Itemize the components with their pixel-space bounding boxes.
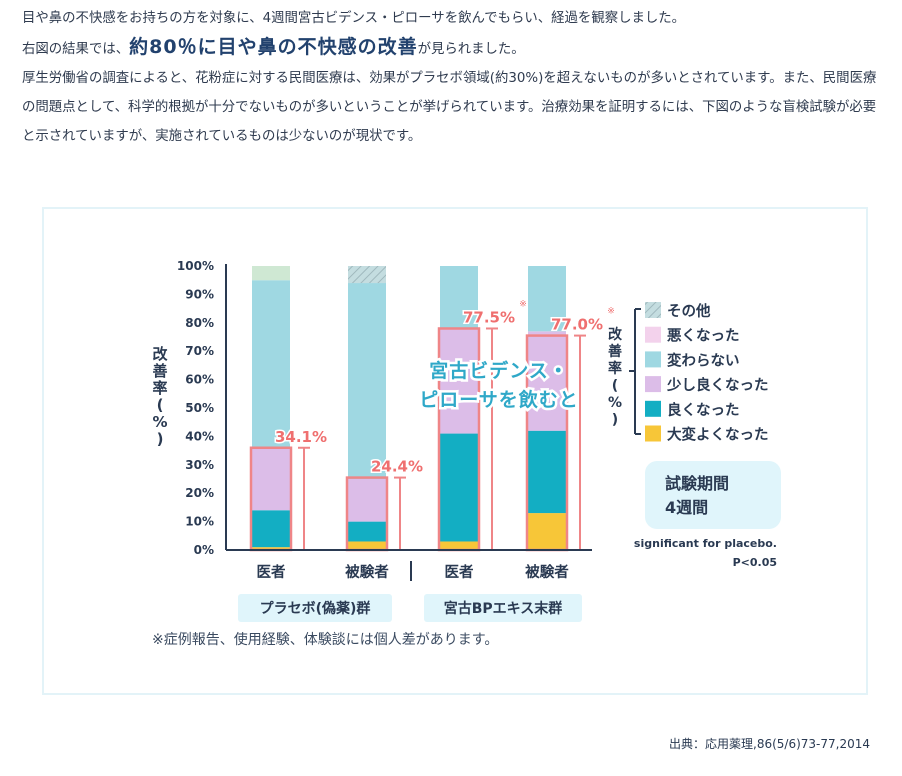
bar-segment (440, 433, 478, 542)
period-label-1: 試験期間 (665, 474, 729, 493)
y-tick-label: 80% (185, 316, 214, 330)
bar-segment (348, 521, 386, 542)
group-box (424, 594, 582, 622)
intro-highlight: 約80％に目や鼻の不快感の改善 (129, 36, 418, 58)
improvement-label: 34.1% (275, 428, 327, 446)
x-tick-label: 被験者 (525, 563, 569, 581)
period-label-2: 4週間 (665, 498, 708, 517)
intro-line-1: 目や鼻の不快感をお持ちの方を対象に、4週間宮古ビデンス・ピローサを飲んでもらい、… (22, 11, 686, 26)
legend-swatch (645, 302, 661, 318)
bar-segment (348, 266, 386, 284)
significance-note-2: P<0.05 (733, 556, 777, 569)
legend-label: 良くなった (667, 401, 740, 419)
period-box (645, 461, 781, 529)
group-box (238, 594, 392, 622)
y-tick-label: 70% (185, 344, 214, 358)
bar-segment (528, 331, 566, 431)
legend-label: 変わらない (667, 351, 740, 369)
legend-bracket-label-char: 善 (608, 343, 622, 360)
bar-segment (252, 447, 290, 511)
y-tick-label: 90% (185, 287, 214, 301)
source-citation: 出典：応用薬理,86(5/6)73-77,2014 (669, 737, 870, 751)
overlay-text-line-1: 宮古ビデンス・ (429, 359, 569, 382)
bar-segment (440, 266, 478, 329)
bar-segment (440, 328, 478, 434)
legend-swatch (645, 326, 661, 343)
bar-segment (528, 266, 566, 332)
x-tick-label: 医者 (257, 563, 286, 581)
x-tick-label: 医者 (445, 563, 474, 581)
intro-line-3: 厚生労働省の調査によると、花粉症に対する民間医療は、効果がプラセボ領域(約30%… (22, 71, 877, 144)
legend-bracket-label-char: 率 (608, 360, 622, 377)
bar-segment (252, 510, 290, 548)
legend-swatch (645, 400, 661, 417)
y-tick-label: 50% (185, 401, 214, 415)
legend-bracket-label-char: % (608, 395, 622, 411)
bar-segment (348, 541, 386, 550)
legend-swatch (645, 376, 661, 393)
y-axis-label-char: ( (157, 396, 164, 414)
overlay-text-line-2: ピローサを飲むと (419, 388, 579, 411)
improvement-label: 24.4% (371, 458, 423, 476)
y-tick-label: 0% (194, 543, 214, 557)
bar-segment (528, 430, 566, 514)
intro-text: 目や鼻の不快感をお持ちの方を対象に、4週間宮古ビデンス・ピローサを飲んでもらい、… (22, 4, 884, 151)
legend-label: 少し良くなった (666, 376, 769, 394)
group-label: 宮古BPエキス末群 (444, 600, 563, 617)
bar-segment (252, 266, 290, 281)
y-axis-label-char: 率 (152, 379, 167, 397)
y-tick-label: 10% (185, 515, 214, 529)
significance-mark: ※ (607, 307, 615, 317)
y-tick-label: 100% (177, 259, 214, 273)
bar-segment (252, 280, 290, 448)
legend-swatch (645, 425, 661, 442)
legend-bracket-label-char: 改 (608, 326, 623, 343)
group-label: プラセボ(偽薬)群 (260, 600, 371, 617)
y-tick-label: 30% (185, 458, 214, 472)
y-axis-label-char: 善 (152, 362, 167, 380)
legend-label: その他 (667, 302, 711, 320)
y-tick-label: 20% (185, 486, 214, 500)
intro-line-2-post: が見られました。 (417, 42, 525, 57)
y-axis-label-char: ) (157, 430, 164, 448)
significance-mark: ※ (519, 299, 527, 309)
chart-footnote: ※症例報告、使用経験、体験談には個人差があります。 (152, 631, 498, 648)
bar-segment (252, 547, 290, 550)
legend-label: 悪くなった (667, 328, 740, 345)
chart-panel: 0% 10% 20% 30% 40% 50% 60% 70% 80% 90% 100% 改善率(%) 3… (42, 207, 868, 695)
bar-segment (440, 541, 478, 550)
legend-label: 大変よくなった (667, 426, 769, 444)
significance-note-1: significant for placebo. (634, 537, 777, 550)
improvement-label: 77.0% (551, 316, 603, 334)
y-axis-label-char: 改 (152, 345, 168, 363)
chart: 0%10%20%30%40%50%60%70%80%90%100%改善率(%) 3… (152, 259, 781, 648)
y-tick-label: 60% (185, 373, 214, 387)
bar-segment (348, 479, 386, 522)
legend-bracket-label-char: ( (612, 378, 618, 394)
legend-bracket-label-char: ) (612, 412, 618, 428)
intro-line-2-pre: 右図の結果では、 (22, 42, 130, 57)
improvement-label: 77.5% (463, 308, 515, 326)
legend-swatch (645, 351, 661, 368)
x-tick-label: 被験者 (345, 563, 389, 581)
bar-segment (528, 513, 566, 550)
bar-segment (348, 283, 386, 479)
y-axis-label-char: % (152, 413, 167, 431)
y-tick-label: 40% (185, 429, 214, 443)
intro-line-2: 右図の結果では、約80％に目や鼻の不快感の改善が見られました。 (22, 33, 884, 64)
